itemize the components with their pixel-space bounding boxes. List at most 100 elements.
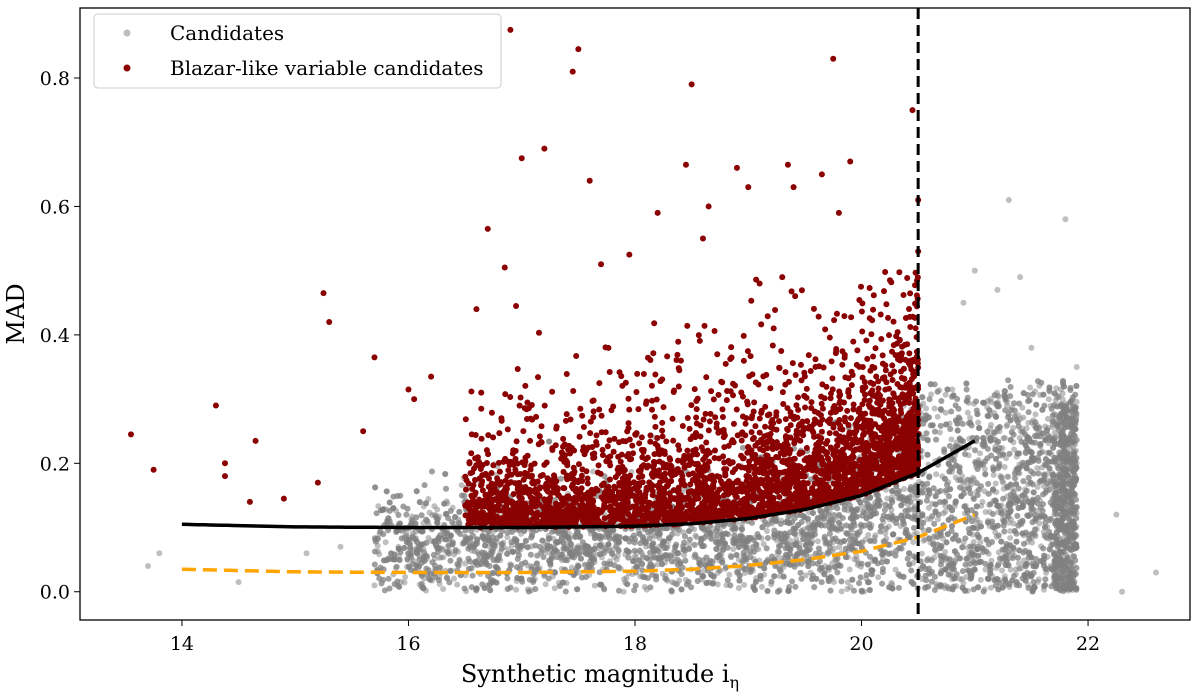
candidate-point xyxy=(992,480,999,487)
candidate-point xyxy=(1010,520,1017,527)
candidate-point xyxy=(904,555,911,562)
candidate-point xyxy=(964,409,971,416)
candidate-point xyxy=(847,584,854,591)
candidate-point xyxy=(641,584,648,591)
candidate-point xyxy=(931,428,938,435)
candidate-point xyxy=(1007,528,1014,535)
candidate-point xyxy=(1023,425,1030,432)
candidate-point xyxy=(461,585,468,592)
candidate-point xyxy=(513,586,520,593)
candidate-point xyxy=(1032,411,1039,418)
candidate-point xyxy=(382,539,389,546)
candidate-point xyxy=(1045,396,1052,403)
candidate-point xyxy=(838,578,845,585)
candidate-point xyxy=(846,566,853,573)
candidate-point xyxy=(811,584,818,591)
candidate-point xyxy=(525,588,532,595)
candidate-point xyxy=(901,485,908,492)
candidate-point xyxy=(741,581,748,588)
candidate-point xyxy=(692,532,699,539)
candidate-point xyxy=(952,474,959,481)
candidate-point xyxy=(726,571,733,578)
candidate-point xyxy=(962,535,969,542)
candidate-point xyxy=(735,584,742,591)
candidate-point xyxy=(960,580,967,587)
candidate-point xyxy=(865,531,872,538)
candidate-point xyxy=(758,583,765,590)
candidate-point xyxy=(1003,423,1010,430)
candidate-point xyxy=(431,503,438,510)
candidate-point xyxy=(872,532,879,539)
candidate-point xyxy=(924,451,931,458)
candidate-point xyxy=(425,535,432,542)
candidate-point xyxy=(1020,414,1027,421)
candidate-point xyxy=(450,575,457,582)
candidate-point xyxy=(1059,396,1066,403)
candidate-point xyxy=(948,436,955,443)
candidate-point xyxy=(1073,398,1080,405)
candidate-point xyxy=(990,472,997,479)
candidate-point xyxy=(949,386,956,393)
candidate-point xyxy=(973,516,980,523)
candidate-point xyxy=(793,535,800,542)
candidate-point xyxy=(1025,419,1032,426)
candidate-point xyxy=(462,560,469,567)
candidate-point xyxy=(830,579,837,586)
candidate-point xyxy=(1016,565,1023,572)
candidate-point xyxy=(836,544,843,551)
candidate-point xyxy=(1004,473,1011,480)
candidate-point xyxy=(1051,390,1058,397)
candidate-point xyxy=(1000,495,1007,502)
candidate-point xyxy=(1056,449,1063,456)
candidate-point xyxy=(977,576,984,583)
candidate-point xyxy=(931,405,938,412)
candidate-point xyxy=(730,546,737,553)
candidate-point xyxy=(814,538,821,545)
candidate-point xyxy=(1005,519,1012,526)
candidate-point xyxy=(931,533,938,540)
candidate-point xyxy=(1036,520,1043,527)
candidate-point xyxy=(395,511,402,518)
candidate-point xyxy=(877,528,884,535)
candidate-point xyxy=(403,511,410,518)
candidate-point xyxy=(1007,534,1014,541)
candidate-point xyxy=(591,582,598,589)
candidate-point xyxy=(454,581,461,588)
candidate-point xyxy=(576,550,583,557)
candidate-point xyxy=(884,495,891,502)
candidate-point xyxy=(981,465,988,472)
candidate-point xyxy=(755,546,762,553)
candidate-point xyxy=(440,586,447,593)
candidate-point xyxy=(844,579,851,586)
candidate-point xyxy=(402,574,409,581)
candidate-point xyxy=(934,516,941,523)
candidate-point xyxy=(974,466,981,473)
candidate-point xyxy=(596,569,603,576)
candidate-point xyxy=(620,588,627,595)
candidate-point xyxy=(1025,409,1032,416)
candidate-point xyxy=(883,525,890,532)
candidate-point xyxy=(934,388,941,395)
candidate-point xyxy=(882,530,889,537)
candidate-point xyxy=(999,567,1006,574)
candidate-point xyxy=(842,522,849,529)
candidate-point xyxy=(1020,478,1027,485)
candidate-point xyxy=(426,509,433,516)
candidate-point xyxy=(948,408,955,415)
candidate-point xyxy=(542,581,549,588)
candidate-point xyxy=(659,570,666,577)
candidate-point xyxy=(925,504,932,511)
candidate-point xyxy=(438,554,445,561)
candidate-point xyxy=(1014,554,1021,561)
candidate-point xyxy=(987,584,994,591)
candidate-point xyxy=(654,561,661,568)
candidate-point xyxy=(940,510,947,517)
candidate-point xyxy=(632,582,639,589)
candidate-point xyxy=(458,482,465,489)
candidate-point xyxy=(681,539,688,546)
candidate-point xyxy=(910,539,917,546)
candidate-point xyxy=(981,488,988,495)
candidate-point xyxy=(933,471,940,478)
candidate-point xyxy=(590,468,597,475)
candidate-point xyxy=(1007,566,1014,573)
